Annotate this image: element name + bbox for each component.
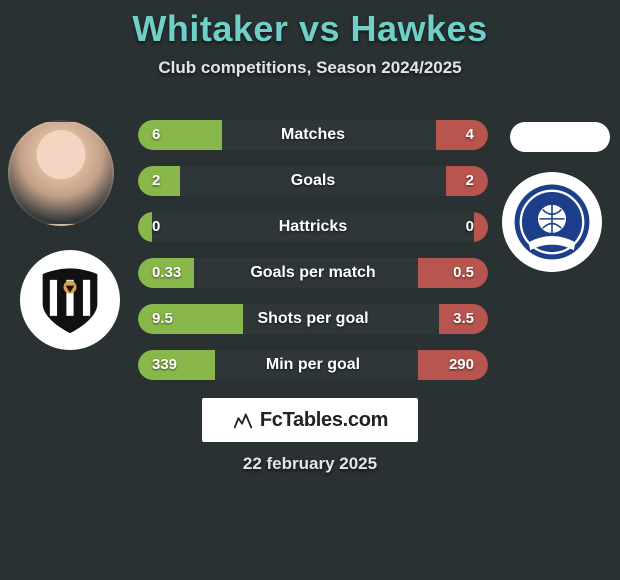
stat-value-right: 4: [466, 120, 474, 150]
stat-label: Shots per goal: [138, 304, 488, 334]
stat-value-right: 2: [466, 166, 474, 196]
stat-row-goals-per-match: 0.33 Goals per match 0.5: [138, 258, 488, 288]
stat-label: Goals: [138, 166, 488, 196]
player2-club-logo: [502, 172, 602, 272]
stat-row-goals: 2 Goals 2: [138, 166, 488, 196]
date-text: 22 february 2025: [0, 454, 620, 474]
stat-label: Goals per match: [138, 258, 488, 288]
subtitle: Club competitions, Season 2024/2025: [0, 58, 620, 78]
brand-text: FcTables.com: [260, 409, 388, 432]
fctables-logo-icon: [232, 409, 254, 431]
player2-avatar-placeholder: [510, 122, 610, 152]
stat-value-right: 0: [466, 212, 474, 242]
stat-value-right: 0.5: [453, 258, 474, 288]
stat-label: Matches: [138, 120, 488, 150]
stat-value-right: 3.5: [453, 304, 474, 334]
tranmere-rovers-crest-icon: [513, 183, 591, 261]
notts-county-crest-icon: [34, 264, 106, 336]
player1-name: Whitaker: [132, 8, 288, 49]
comparison-card: Whitaker vs Hawkes Club competitions, Se…: [0, 0, 620, 580]
player1-club-logo: [20, 250, 120, 350]
brand-badge[interactable]: FcTables.com: [202, 398, 418, 442]
stat-value-right: 290: [449, 350, 474, 380]
stat-label: Min per goal: [138, 350, 488, 380]
vs-separator: vs: [299, 8, 340, 49]
stats-area: 6 Matches 4 2 Goals 2 0 Hattricks 0 0.33…: [138, 120, 488, 396]
stat-row-matches: 6 Matches 4: [138, 120, 488, 150]
stat-row-hattricks: 0 Hattricks 0: [138, 212, 488, 242]
player2-name: Hawkes: [351, 8, 488, 49]
stat-row-shots-per-goal: 9.5 Shots per goal 3.5: [138, 304, 488, 334]
player1-avatar: [8, 120, 114, 226]
stat-label: Hattricks: [138, 212, 488, 242]
stat-row-min-per-goal: 339 Min per goal 290: [138, 350, 488, 380]
page-title: Whitaker vs Hawkes: [0, 8, 620, 50]
